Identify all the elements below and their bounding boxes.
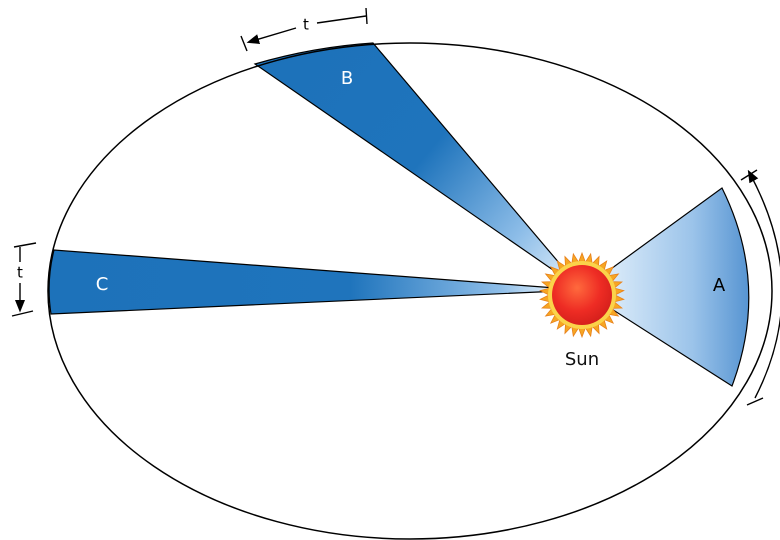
time-label-top: t [303,16,309,34]
time-label-left: t [17,264,23,282]
time-bracket-top: t [241,8,367,51]
sector-b-label: B [341,68,353,89]
sector-b-area [255,43,582,290]
sector-a-label: A [713,275,726,296]
sector-c-label: C [96,274,109,295]
sector-c-area [49,250,582,314]
sun-label: Sun [565,349,599,370]
time-bracket-left: t [12,243,36,316]
